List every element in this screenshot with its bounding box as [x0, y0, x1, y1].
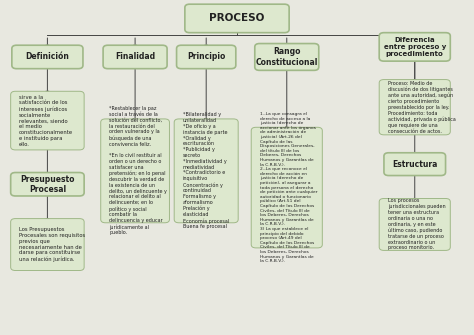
Text: *Bilateralidad y
unilateralidad
*De oficio y a
instancia de parte
*Oralidad y
es: *Bilateralidad y unilateralidad *De ofic… [182, 112, 229, 229]
Text: PROCESO: PROCESO [210, 13, 264, 23]
Text: Presupuesto
Procesal: Presupuesto Procesal [20, 175, 74, 194]
Text: *Restablecer la paz
social a través de la
solución del conflicto,
la restauració: *Restablecer la paz social a través de l… [109, 106, 167, 236]
FancyBboxPatch shape [379, 198, 450, 251]
FancyBboxPatch shape [379, 80, 450, 135]
FancyBboxPatch shape [174, 119, 238, 223]
Text: Estructura: Estructura [392, 160, 438, 169]
Text: Finalidad: Finalidad [115, 53, 155, 61]
FancyBboxPatch shape [103, 45, 167, 69]
FancyBboxPatch shape [255, 44, 319, 70]
FancyBboxPatch shape [384, 153, 446, 176]
Text: Diferencia
entre proceso y
procedimiento: Diferencia entre proceso y procedimiento [383, 37, 446, 57]
FancyBboxPatch shape [12, 45, 83, 69]
Text: Principio: Principio [187, 53, 225, 61]
FancyBboxPatch shape [185, 4, 289, 33]
Text: 1.-La que consagra el
derecho de acceso a la
justicia (derecho de
accionar ante : 1.-La que consagra el derecho de acceso … [260, 112, 317, 263]
Text: Los Presupuestos
Procesales son requisitos
previos que
necesariamente han de
dar: Los Presupuestos Procesales son requisit… [19, 227, 85, 262]
FancyBboxPatch shape [100, 119, 169, 223]
FancyBboxPatch shape [251, 127, 322, 248]
Text: Rango
Constitucional: Rango Constitucional [255, 47, 318, 67]
FancyBboxPatch shape [379, 33, 450, 61]
Text: sirve a la
satisfacción de los
intereses jurídicos
socialmente
relevantes, siend: sirve a la satisfacción de los intereses… [19, 94, 73, 147]
Text: Proceso: Medio de
discusión de dos litigantes
ante una autoridad, según
cierto p: Proceso: Medio de discusión de dos litig… [388, 81, 456, 134]
FancyBboxPatch shape [10, 173, 84, 196]
Text: Definición: Definición [26, 53, 69, 61]
FancyBboxPatch shape [10, 218, 84, 271]
Text: Los procesos
jurisdiccionales pueden
tener una estructura
ordinaria o una no
ord: Los procesos jurisdiccionales pueden ten… [388, 198, 446, 251]
FancyBboxPatch shape [10, 91, 84, 150]
FancyBboxPatch shape [176, 45, 236, 69]
